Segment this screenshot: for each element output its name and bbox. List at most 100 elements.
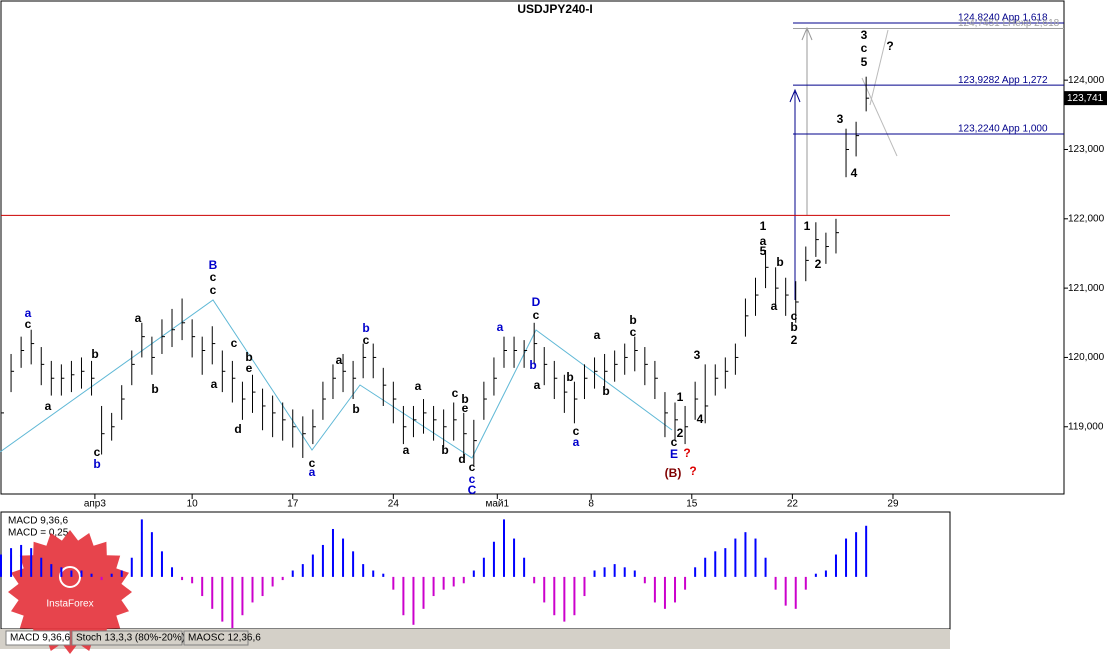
wave-label: c: [671, 435, 678, 449]
wave-label: a: [594, 328, 601, 342]
wave-label: c: [309, 456, 316, 470]
x-tick-label: 22: [787, 499, 799, 510]
wave-label: c: [210, 270, 217, 284]
wave-label: c: [25, 317, 32, 331]
level-label: 123,9282 App 1,272: [958, 75, 1048, 86]
y-tick-label: 124,000: [1068, 75, 1105, 86]
wave-label: 1: [677, 390, 684, 404]
wave-label: a: [760, 234, 767, 248]
wave-label: c: [452, 386, 459, 400]
wave-label: b: [790, 320, 797, 334]
logo-icon: [59, 566, 81, 588]
trend-line: [861, 77, 898, 157]
tab-label: Stoch 13,3,3 (80%-20%): [76, 633, 185, 644]
wave-label: e: [462, 401, 469, 415]
level-label: 124,8240 App 1,618: [958, 13, 1048, 24]
y-tick-label: 121,000: [1068, 283, 1105, 294]
wave-label: d: [234, 422, 241, 436]
x-tick-label: 10: [187, 499, 199, 510]
wave-label: b: [151, 382, 158, 396]
arrow-head: [789, 88, 801, 103]
y-tick-label: 123,000: [1068, 144, 1105, 155]
arrow-head: [801, 26, 813, 41]
wave-label: b: [441, 443, 448, 457]
wave-label: a: [135, 311, 142, 325]
wave-label: 1: [760, 219, 767, 233]
tab: [71, 630, 183, 646]
wave-label: a: [534, 378, 541, 392]
wave-label: b: [629, 313, 636, 327]
last-price-box: [1064, 91, 1107, 106]
wave-label: ?: [683, 446, 690, 460]
wave-label: c: [231, 336, 238, 350]
main-frame: [0, 0, 1065, 495]
level-label: 123,2240 App 1,000: [958, 124, 1048, 135]
wave-label: 5: [861, 55, 868, 69]
wave-label: 1: [804, 219, 811, 233]
wave-label: a: [309, 465, 316, 479]
wave-label: a: [211, 377, 218, 391]
wave-label: a: [45, 399, 52, 413]
wave-label: ?: [886, 39, 893, 53]
x-tick-label: май1: [485, 499, 509, 510]
wave-label: 3: [837, 112, 844, 126]
wave-label: B: [209, 258, 218, 272]
wave-label: c: [573, 424, 580, 438]
wave-label: 3: [861, 28, 868, 42]
wave-label: a: [415, 379, 422, 393]
chart-title: USDJPY240-I: [517, 2, 592, 16]
x-tick-label: апр3: [84, 499, 107, 510]
wave-label: c: [469, 460, 476, 474]
wave-label: 2: [677, 426, 684, 440]
wave-label: b: [352, 402, 359, 416]
x-tick-label: 17: [287, 499, 299, 510]
wave-label: a: [25, 306, 32, 320]
wave-label: d: [458, 452, 465, 466]
last-price-label: 123,741: [1067, 93, 1104, 104]
wave-label: c: [533, 308, 540, 322]
wave-label: c: [861, 41, 868, 55]
wave-label: ?: [689, 464, 696, 478]
wave-label: a: [573, 435, 580, 449]
logo-text: InstaForex: [46, 599, 93, 610]
wave-label: a: [497, 320, 504, 334]
wave-label: c: [363, 333, 370, 347]
wave-label: b: [245, 350, 252, 364]
wave-label: c: [791, 309, 798, 323]
wave-label: E: [670, 447, 678, 461]
wave-label: 5: [760, 244, 767, 258]
wave-label: 4: [851, 166, 858, 180]
arrows: [789, 26, 898, 300]
level-label: 124,7451 LHexp 2,618: [958, 18, 1060, 29]
logo-badge: [8, 530, 132, 654]
wave-label: c: [630, 325, 637, 339]
wave-label: b: [362, 321, 369, 335]
wave-label: 4: [697, 412, 704, 426]
macd-title: MACD 9,36,6: [8, 516, 68, 527]
tab: [183, 630, 249, 646]
y-tick-label: 120,000: [1068, 352, 1105, 363]
wave-channel: [0, 299, 673, 459]
y-tick-label: 119,000: [1068, 421, 1104, 432]
wave-label: b: [93, 457, 100, 471]
wave-label: c: [469, 472, 476, 486]
wave-label: 3: [694, 348, 701, 362]
wave-label: 2: [791, 333, 798, 347]
wave-label: C: [468, 483, 477, 497]
y-tick-label: 122,000: [1068, 213, 1105, 224]
x-tick-label: 15: [686, 499, 698, 510]
wave-label: b: [566, 370, 573, 384]
wave-label: a: [336, 353, 343, 367]
wave-label: 2: [815, 257, 822, 271]
wave-label: b: [461, 392, 468, 406]
wave-label: e: [246, 361, 253, 375]
tab: [5, 630, 71, 646]
wave-label: a: [771, 299, 778, 313]
wave-label: a: [403, 443, 410, 457]
tab-label: MAOSC 12,36,6: [188, 633, 261, 644]
wave-label: (B): [665, 466, 682, 480]
trend-line: [869, 29, 889, 106]
wave-label: b: [529, 358, 536, 372]
